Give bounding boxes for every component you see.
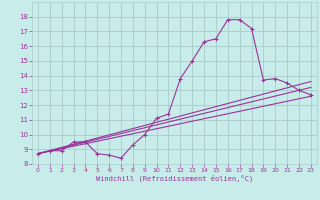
X-axis label: Windchill (Refroidissement éolien,°C): Windchill (Refroidissement éolien,°C): [96, 175, 253, 182]
